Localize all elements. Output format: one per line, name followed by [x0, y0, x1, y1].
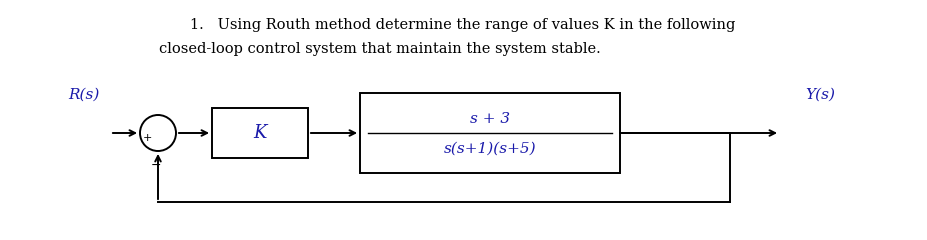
Text: R(s): R(s): [68, 88, 99, 102]
Text: −: −: [151, 159, 161, 172]
Bar: [212, 108, 308, 158]
Bar: [360, 93, 620, 173]
Text: s + 3: s + 3: [470, 112, 510, 126]
Text: K: K: [253, 124, 267, 142]
Text: 1.   Using Routh method determine the range of values K in the following: 1. Using Routh method determine the rang…: [190, 18, 736, 32]
Text: +: +: [143, 133, 152, 143]
Text: Y(s): Y(s): [805, 88, 835, 102]
Text: s(s+1)(s+5): s(s+1)(s+5): [444, 142, 537, 156]
Text: closed-loop control system that maintain the system stable.: closed-loop control system that maintain…: [159, 42, 601, 56]
